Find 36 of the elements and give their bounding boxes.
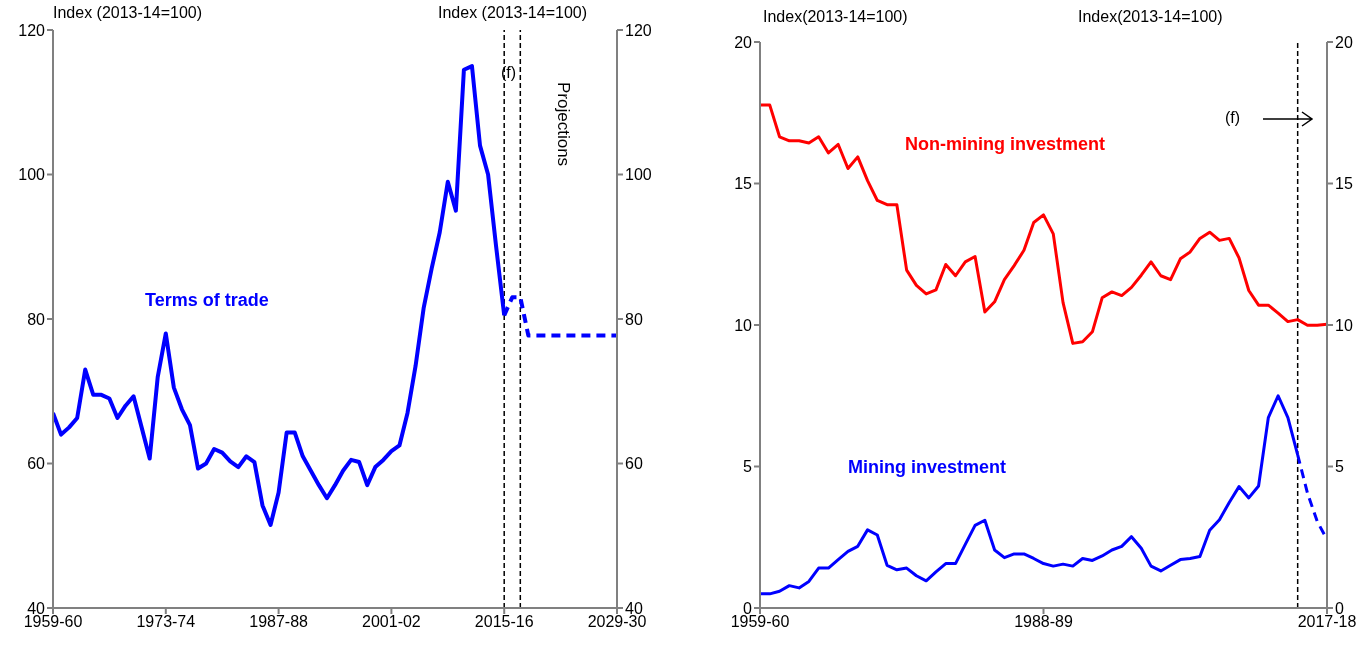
x-tick-label: 1987-88 [249, 613, 309, 631]
y-axis-title: Index(2013-14=100) [763, 8, 908, 26]
x-tick-label: 2029-30 [587, 613, 647, 631]
y2-tick-label: 5 [1335, 458, 1344, 476]
annotation: (f) [1225, 109, 1241, 127]
annotation: (f) [501, 64, 517, 82]
series-label: Terms of trade [145, 290, 269, 311]
y2-axis-title: Index(2013-14=100) [1078, 8, 1223, 26]
x-tick-label: 2015-16 [474, 613, 534, 631]
y-tick-label: 15 [734, 175, 753, 193]
y2-tick-label: 100 [625, 166, 652, 184]
x-tick-label: 2001-02 [362, 613, 421, 631]
x-tick-label: 1973-74 [136, 613, 196, 631]
text: Mining investment [848, 457, 1007, 478]
y-tick-label: 60 [27, 455, 46, 473]
y-tick-label: 20 [734, 33, 753, 51]
y2-tick-label: 10 [1335, 316, 1353, 334]
y2-tick-label: 80 [625, 310, 643, 328]
y-axis-title: Index (2013-14=100) [53, 4, 202, 22]
y2-axis-title: Index (2013-14=100) [438, 4, 587, 22]
y-tick-label: 10 [734, 316, 753, 334]
x-tick-label: 2017-18 [1297, 613, 1357, 631]
x-tick-label: 1988-89 [1014, 613, 1073, 631]
line-series [760, 103, 1327, 345]
y-tick-label: 80 [27, 310, 46, 328]
y-tick-label: 5 [743, 458, 753, 476]
y2-tick-label: 20 [1335, 33, 1353, 51]
annotation: Projections [553, 82, 573, 167]
y2-tick-label: 120 [625, 21, 652, 39]
y-tick-label: 120 [18, 21, 46, 39]
x-tick-label: 1959-60 [730, 613, 790, 631]
y2-tick-label: 15 [1335, 175, 1353, 193]
x-tick-label: 1959-60 [23, 613, 83, 631]
y2-tick-label: 60 [625, 455, 643, 473]
text: Non-mining investment [905, 134, 1106, 155]
y-tick-label: 100 [18, 166, 46, 184]
